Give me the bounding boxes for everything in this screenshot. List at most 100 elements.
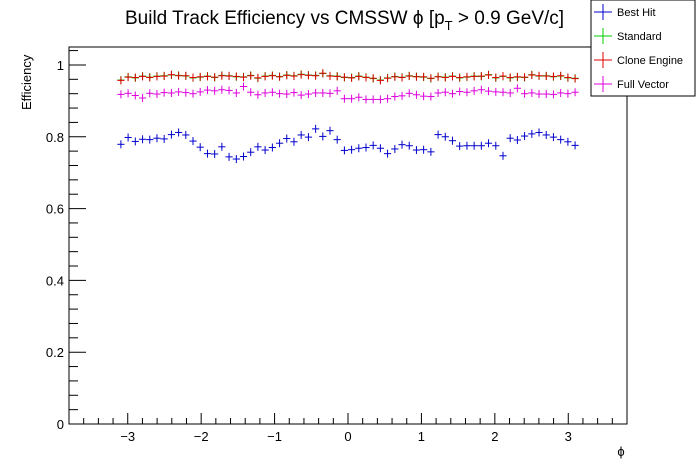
data-point — [167, 70, 176, 79]
data-point — [549, 133, 558, 142]
data-point — [196, 143, 204, 152]
data-point — [247, 148, 255, 157]
data-point — [369, 141, 377, 150]
data-point — [175, 128, 183, 137]
x-tick-label: 0 — [344, 429, 351, 444]
data-point — [211, 86, 219, 95]
data-point — [283, 134, 291, 143]
data-point — [146, 73, 154, 82]
data-point — [355, 144, 363, 153]
y-tick-label: 0.6 — [46, 202, 64, 217]
data-point — [203, 86, 212, 95]
legend-item: Clone Engine — [594, 52, 683, 68]
data-point — [232, 155, 240, 164]
data-point — [564, 137, 572, 146]
legend-item: Full Vector — [594, 76, 669, 92]
data-point — [347, 145, 356, 154]
data-point — [326, 89, 334, 98]
data-point — [405, 72, 413, 81]
data-point — [254, 90, 262, 99]
data-point — [124, 133, 132, 142]
data-point — [542, 130, 550, 139]
data-point — [326, 72, 334, 81]
x-tick-label: −1 — [267, 429, 282, 444]
data-point — [506, 88, 514, 97]
data-point — [275, 89, 284, 98]
data-point — [182, 130, 190, 139]
data-point — [448, 89, 457, 98]
x-tick-label: 2 — [491, 429, 498, 444]
data-points — [117, 69, 579, 164]
y-tick-label: 1 — [57, 58, 64, 73]
data-point — [297, 130, 305, 139]
data-point — [463, 88, 471, 97]
data-point — [571, 74, 579, 83]
data-point — [203, 149, 212, 158]
chart-title: Build Track Efficiency vs CMSSW ϕ [pT > … — [125, 8, 564, 33]
y-axis-label: Efficiency — [19, 54, 34, 110]
data-point — [535, 90, 543, 99]
data-point — [448, 136, 457, 145]
data-point — [398, 140, 406, 149]
data-point — [427, 74, 435, 83]
data-point — [160, 134, 168, 143]
data-point — [340, 94, 349, 103]
data-point — [499, 72, 507, 81]
data-point — [484, 87, 493, 96]
data-point — [484, 139, 493, 148]
legend-label: Clone Engine — [617, 55, 683, 67]
data-point — [239, 82, 248, 91]
data-point — [138, 135, 147, 144]
data-point — [283, 90, 291, 99]
data-point — [312, 71, 320, 80]
data-point — [117, 90, 125, 99]
data-point — [564, 89, 572, 98]
data-point — [506, 73, 514, 82]
data-point — [153, 90, 161, 99]
data-point — [456, 73, 464, 82]
data-point — [549, 90, 558, 99]
data-point — [347, 73, 356, 82]
data-point — [297, 70, 305, 79]
data-point — [571, 88, 579, 97]
data-point — [542, 90, 550, 99]
data-point — [412, 72, 421, 81]
data-point — [232, 88, 240, 97]
data-point — [520, 132, 529, 141]
axis-ticks — [68, 50, 628, 425]
data-point — [211, 149, 219, 158]
data-point — [247, 88, 255, 97]
data-point — [376, 76, 384, 85]
data-point — [167, 88, 176, 97]
data-point — [376, 144, 384, 153]
data-point — [117, 140, 125, 149]
data-point — [138, 72, 147, 81]
data-point — [304, 71, 313, 80]
data-point — [239, 152, 248, 161]
data-point — [175, 71, 183, 80]
data-point — [513, 84, 521, 93]
data-point — [218, 71, 226, 80]
data-point — [131, 137, 139, 146]
data-point — [319, 132, 327, 141]
data-point — [398, 91, 406, 100]
data-point — [470, 72, 478, 81]
legend-label: Full Vector — [617, 79, 669, 91]
data-point — [297, 91, 305, 100]
data-point — [420, 72, 428, 81]
data-point — [333, 86, 341, 95]
data-point — [369, 74, 377, 83]
y-tick-label: 0.8 — [46, 130, 64, 145]
axis-tick-labels: −3 −2 −1 0 1 2 3 0 0.2 0.4 0.6 0.8 1 — [46, 58, 572, 444]
data-point — [146, 135, 154, 144]
data-point — [427, 92, 435, 101]
data-point — [463, 72, 471, 81]
data-point — [290, 88, 298, 97]
data-point — [290, 137, 298, 146]
data-point — [167, 130, 176, 139]
data-point — [477, 85, 485, 94]
data-point — [347, 94, 356, 103]
data-point — [254, 73, 262, 82]
legend: Best Hit Standard Clone Engine Full Vector — [590, 0, 696, 97]
